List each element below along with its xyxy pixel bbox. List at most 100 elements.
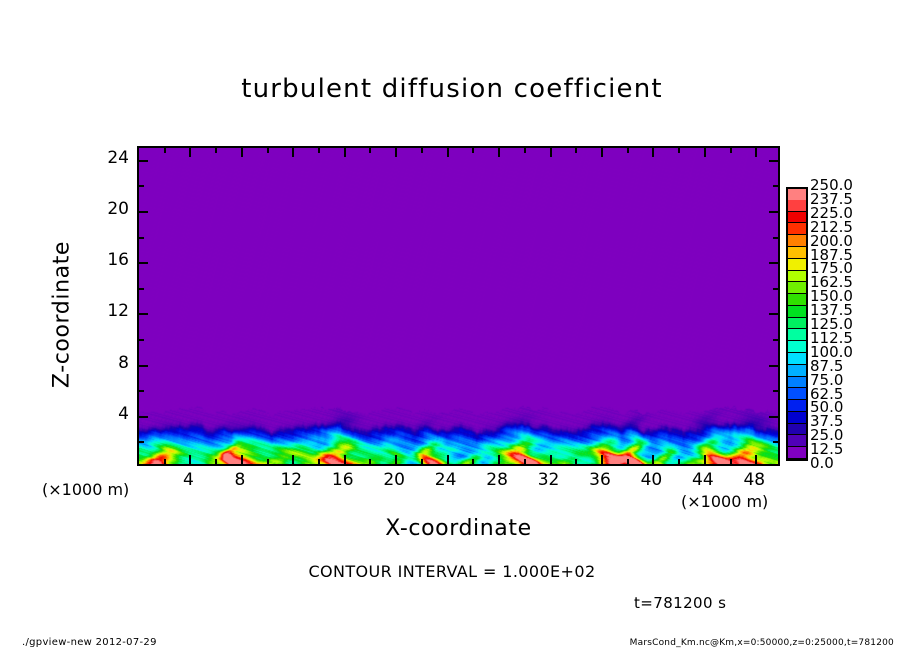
x-tick <box>189 455 192 464</box>
x-tick-top <box>575 148 578 153</box>
colorbar-tick-label: 137.5 <box>810 301 853 320</box>
colorbar-tick-label: 125.0 <box>810 315 853 334</box>
colorbar-band <box>788 388 806 401</box>
colorbar-band <box>788 341 806 353</box>
x-tick-top <box>729 148 732 153</box>
colorbar-band <box>788 352 806 365</box>
x-tick-label: 16 <box>331 470 354 490</box>
colorbar-tick-label: 87.5 <box>810 356 844 375</box>
y-tick <box>139 211 148 213</box>
x-tick <box>472 459 475 464</box>
colorbar-tick-label: 187.5 <box>810 245 853 264</box>
colorbar-tick-label: 225.0 <box>810 203 853 222</box>
x-tick-label: 40 <box>640 470 663 490</box>
x-tick <box>703 455 706 464</box>
colorbar-tick-label: 12.5 <box>810 440 844 459</box>
x-tick-top <box>498 148 501 157</box>
y-tick-right <box>773 236 778 239</box>
colorbar-tick-label: 212.5 <box>810 217 853 236</box>
x-tick-top <box>343 148 346 157</box>
colorbar-tick-label: 200.0 <box>810 231 853 250</box>
x-tick <box>395 455 398 464</box>
y-tick <box>139 364 148 367</box>
colorbar-tick-label: 175.0 <box>810 259 853 278</box>
x-tick <box>420 459 423 464</box>
x-tick-top <box>523 148 526 153</box>
y-tick <box>139 415 148 418</box>
colorbar-band <box>788 270 806 283</box>
x-tick-top <box>266 148 269 153</box>
colorbar-band <box>788 235 806 247</box>
y-axis-title: Z-coordinate <box>49 240 75 389</box>
colorbar-band <box>788 423 806 436</box>
colorbar-tick-label: 250.0 <box>810 176 853 194</box>
x-tick <box>498 455 501 464</box>
y-tick <box>139 159 148 162</box>
y-tick-label: 8 <box>118 352 129 373</box>
colorbar-band <box>788 411 806 424</box>
colorbar-tick-label: 37.5 <box>810 412 844 431</box>
x-tick-top <box>240 148 243 157</box>
x-tick <box>575 459 578 464</box>
x-tick <box>215 459 218 464</box>
y-tick-right <box>773 185 778 188</box>
y-tick <box>139 262 148 265</box>
footer-source-label: MarsCond_Km.nc@Km,x=0:50000,z=0:25000,t=… <box>629 638 894 648</box>
x-tick-label: 36 <box>589 470 611 490</box>
y-tick-right <box>773 287 778 290</box>
y-tick <box>139 313 148 316</box>
x-tick-top <box>446 148 449 157</box>
x-tick-label: 44 <box>692 470 714 490</box>
x-tick <box>626 459 629 464</box>
x-tick-label: 24 <box>434 470 457 490</box>
y-tick <box>139 185 144 188</box>
y-tick <box>139 390 144 393</box>
x-tick <box>523 459 526 464</box>
y-tick-label: 4 <box>118 403 129 424</box>
y-tick <box>139 441 144 444</box>
x-tick-top <box>420 148 423 153</box>
x-tick-label: 4 <box>183 470 194 490</box>
y-tick <box>139 339 144 341</box>
x-tick-top <box>703 148 706 157</box>
x-tick <box>266 459 269 464</box>
y-tick-right <box>773 390 778 393</box>
x-tick <box>652 455 655 464</box>
y-tick <box>139 236 144 239</box>
colorbar-band <box>788 435 806 448</box>
x-tick-top <box>472 148 475 153</box>
colorbar-tick-label: 100.0 <box>810 342 853 361</box>
contour-interval-label: CONTOUR INTERVAL = 1.000E+02 <box>308 562 596 581</box>
y-tick-label: 16 <box>107 250 129 271</box>
x-tick-top <box>369 148 372 153</box>
colorbar-band <box>788 211 806 224</box>
y-tick-label: 24 <box>107 147 129 168</box>
y-tick <box>139 287 144 290</box>
x-tick-label: 20 <box>383 470 405 490</box>
y-tick-right <box>769 159 778 162</box>
x-tick <box>729 459 732 464</box>
x-tick <box>549 455 552 464</box>
y-tick-right <box>769 364 778 367</box>
y-tick-right <box>769 415 778 418</box>
colorbar-band <box>788 364 806 377</box>
colorbar-tick-label: 50.0 <box>810 398 844 417</box>
x-tick-top <box>395 148 398 157</box>
colorbar-tick-label: 237.5 <box>810 189 853 208</box>
colorbar <box>786 187 808 461</box>
colorbar-band <box>788 329 806 342</box>
y-tick-label: 20 <box>107 199 129 219</box>
y-tick-label: 12 <box>107 301 129 322</box>
y-tick-right <box>773 339 778 341</box>
x-tick-top <box>626 148 629 153</box>
x-tick <box>163 459 166 464</box>
x-axis-title: X-coordinate <box>385 516 532 541</box>
colorbar-band <box>788 376 806 389</box>
colorbar-band <box>788 447 806 459</box>
x-tick-top <box>755 148 758 157</box>
colorbar-tick-label: 75.0 <box>810 370 844 389</box>
colorbar-tick-label: 0.0 <box>810 454 834 473</box>
colorbar-band <box>788 223 806 236</box>
y-tick-right <box>773 441 778 444</box>
x-tick-label: 28 <box>486 470 508 490</box>
